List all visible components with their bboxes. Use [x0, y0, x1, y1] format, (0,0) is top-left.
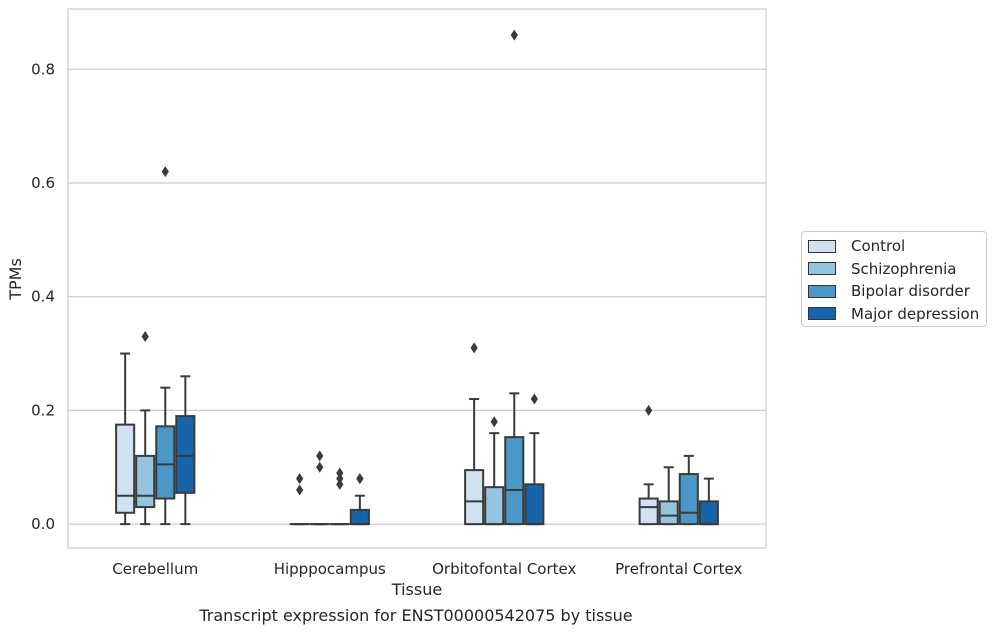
figure-caption: Transcript expression for ENST0000054207… — [199, 606, 633, 625]
legend-swatch — [808, 262, 836, 276]
x-tick-labels: Cerebellum Hipppocampus Orbitofontal Corte… — [112, 560, 742, 578]
legend-swatch — [808, 239, 836, 253]
box-body — [484, 486, 505, 526]
box-control-0 — [115, 352, 136, 526]
legend: Control Schizophrenia Bipolar disorder Majo… — [801, 231, 987, 327]
box-body — [464, 469, 485, 526]
outlier-point — [336, 467, 344, 479]
legend-item: Control — [808, 235, 986, 258]
legend-label: Bipolar disorder — [851, 282, 970, 301]
outlier-point — [645, 404, 653, 416]
outlier-point — [336, 473, 344, 485]
box-schizophrenia-2 — [484, 416, 505, 526]
outlier-point — [161, 166, 169, 178]
y-tick-label: 0.6 — [31, 174, 55, 192]
x-tick-label: Hipppocampus — [274, 560, 386, 578]
legend-label: Control — [851, 237, 906, 256]
box-control-2 — [464, 342, 485, 526]
x-tick-label: Orbitofontal Cortex — [432, 560, 576, 578]
box-major-depression-0 — [175, 375, 196, 526]
outlier-point — [336, 478, 344, 490]
box-body — [638, 497, 659, 526]
legend-label: Schizophrenia — [851, 259, 957, 278]
x-axis-label: Tissue — [391, 580, 442, 599]
outlier-point — [356, 473, 364, 485]
box-control-1 — [289, 473, 310, 526]
outlier-point — [530, 393, 538, 405]
box-major-depression-2 — [524, 393, 545, 526]
box-body — [155, 425, 176, 500]
legend-item: Bipolar disorder — [808, 280, 986, 303]
box-schizophrenia-3 — [658, 466, 679, 526]
outlier-point — [141, 330, 149, 342]
box-body — [175, 415, 196, 494]
outlier-point — [316, 450, 324, 462]
outlier-point — [296, 473, 304, 485]
box-body — [115, 423, 136, 514]
box-control-3 — [638, 404, 659, 526]
box-bipolar-disorder-0 — [155, 166, 176, 526]
box-bipolar-disorder-3 — [678, 454, 699, 526]
y-tick-label: 0.0 — [31, 515, 55, 533]
box-bipolar-disorder-2 — [504, 29, 525, 526]
box-major-depression-1 — [349, 473, 370, 526]
boxes — [115, 29, 719, 526]
plot-area-frame — [67, 8, 767, 549]
legend-swatch — [808, 307, 836, 321]
box-body — [135, 454, 156, 509]
outlier-point — [470, 342, 478, 354]
outlier-point — [510, 29, 518, 41]
box-body — [678, 473, 699, 526]
box-major-depression-3 — [698, 477, 719, 526]
y-tick-label: 0.4 — [31, 288, 55, 306]
outlier-point — [316, 461, 324, 473]
box-body — [349, 508, 370, 526]
box-bipolar-disorder-1 — [329, 467, 350, 526]
outlier-point — [490, 416, 498, 428]
legend-label: Major depression — [851, 304, 980, 323]
y-tick-label: 0.8 — [31, 60, 55, 78]
box-schizophrenia-0 — [135, 330, 156, 526]
box-schizophrenia-1 — [309, 450, 330, 526]
outlier-point — [296, 484, 304, 496]
box-body — [524, 483, 545, 526]
box-body — [658, 500, 679, 526]
y-axis-label: TPMs — [6, 258, 25, 301]
y-tick-label: 0.2 — [31, 401, 55, 419]
y-tick-labels: 0.0 0.2 0.4 0.6 0.8 — [31, 60, 55, 533]
box-body — [504, 436, 525, 526]
x-tick-label: Cerebellum — [112, 560, 198, 578]
legend-item: Schizophrenia — [808, 258, 986, 281]
box-body — [698, 500, 719, 526]
legend-swatch — [808, 284, 836, 298]
legend-item: Major depression — [808, 303, 986, 326]
x-tick-label: Prefrontal Cortex — [615, 560, 742, 578]
